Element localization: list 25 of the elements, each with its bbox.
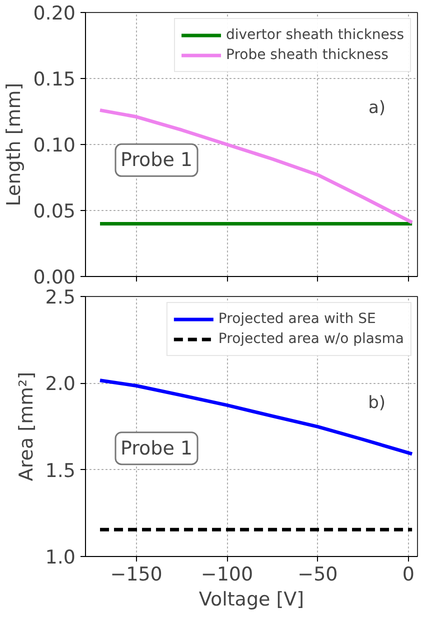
y-tick-label: 0.15 bbox=[33, 68, 76, 90]
x-tick-label: −50 bbox=[298, 564, 338, 586]
y-tick-label: 0.05 bbox=[33, 200, 76, 222]
annotation: a) bbox=[368, 98, 386, 118]
y-tick-label: 2.5 bbox=[45, 286, 76, 308]
x-tick-label: −100 bbox=[200, 564, 254, 586]
annotation: Probe 1 bbox=[120, 437, 193, 460]
legend-label: Probe sheath thickness bbox=[226, 47, 388, 63]
annotation: b) bbox=[368, 393, 386, 414]
y-axis-title: Area [mm²] bbox=[15, 372, 38, 482]
y-axis-title: Length [mm] bbox=[3, 82, 26, 206]
y-tick-label: 0.20 bbox=[33, 2, 76, 24]
y-tick-label: 0.10 bbox=[33, 134, 76, 156]
x-tick-label: −150 bbox=[110, 564, 162, 586]
y-tick-label: 1.5 bbox=[45, 460, 76, 482]
y-tick-label: 1.0 bbox=[45, 546, 76, 568]
line-series bbox=[98, 378, 414, 456]
legend-label: Projected area with SE bbox=[218, 311, 376, 327]
y-tick-label: 0.00 bbox=[33, 266, 76, 288]
legend-label: divertor sheath thickness bbox=[226, 27, 404, 43]
y-tick-label: 2.0 bbox=[45, 373, 76, 396]
x-axis-title: Voltage [V] bbox=[198, 588, 304, 610]
annotation: Probe 1 bbox=[120, 149, 193, 172]
legend-label: Projected area w/o plasma bbox=[218, 331, 404, 347]
x-tick-label: 0 bbox=[402, 564, 414, 586]
